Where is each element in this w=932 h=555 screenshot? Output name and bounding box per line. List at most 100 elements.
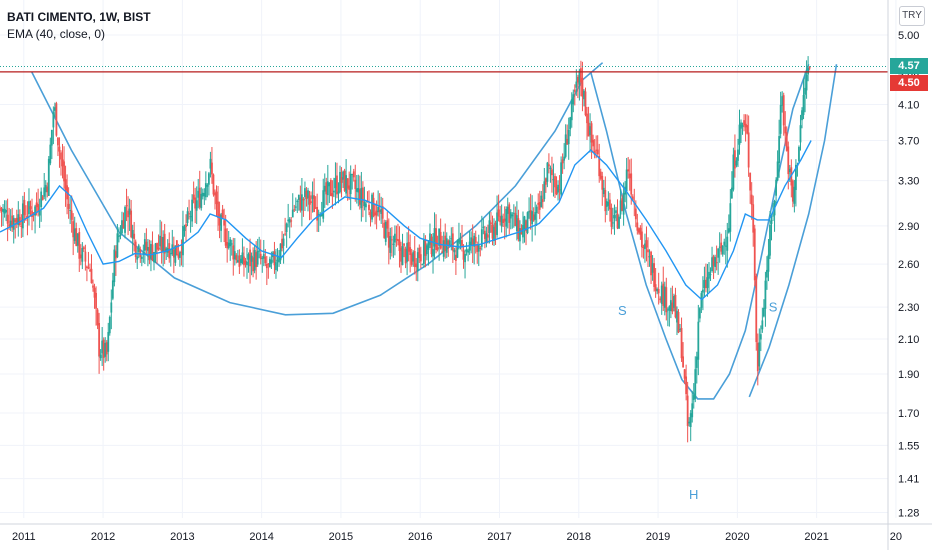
candle-body — [422, 239, 425, 265]
candle-body — [299, 197, 302, 211]
candle-body — [596, 149, 599, 155]
candle-body — [206, 184, 209, 187]
candle-body — [118, 235, 120, 237]
x-tick-label: 2015 — [329, 531, 353, 543]
candle-body — [390, 239, 393, 241]
candle-body — [401, 246, 404, 266]
candle-body — [566, 138, 569, 145]
candle-body — [60, 152, 62, 160]
candle-body — [221, 209, 224, 218]
candle-body — [660, 285, 663, 305]
candle-body — [142, 252, 145, 254]
candle-body — [644, 243, 646, 250]
candle-body — [96, 309, 99, 326]
candle-body — [267, 263, 270, 265]
candle-body — [750, 194, 753, 205]
candle-body — [584, 91, 587, 116]
candle-body — [514, 213, 517, 227]
candle-body — [151, 244, 154, 261]
candle-body — [656, 289, 659, 292]
candle-body — [180, 251, 183, 254]
candle-body — [136, 256, 139, 260]
candle-body — [779, 104, 782, 134]
candle-body — [512, 212, 515, 214]
candle-body — [708, 271, 710, 279]
candle-body — [697, 321, 700, 360]
candle-body — [465, 249, 468, 252]
pattern-label: H — [689, 487, 698, 502]
candle-body — [500, 215, 503, 227]
candle-body — [53, 107, 56, 111]
candle-body — [756, 342, 759, 372]
candle-body — [448, 240, 451, 246]
candle-body — [217, 201, 219, 219]
candle-body — [650, 251, 652, 276]
candle-body — [105, 342, 108, 355]
candle-body — [724, 245, 727, 247]
candle-body — [18, 217, 21, 225]
candle-body — [122, 220, 125, 229]
candle-body — [406, 242, 409, 262]
candle-body — [139, 249, 142, 258]
candle-body — [290, 220, 293, 222]
candle-body — [63, 161, 65, 182]
candle-body — [313, 195, 315, 212]
candle-body — [220, 214, 222, 231]
candle-body — [55, 103, 58, 136]
candle-body — [496, 212, 498, 236]
candle-body — [802, 94, 805, 115]
candle-body — [570, 99, 573, 121]
candle-body — [432, 249, 434, 257]
candle-body — [282, 238, 285, 246]
candle-body — [589, 126, 591, 135]
candle-body — [107, 331, 110, 352]
candle-body — [363, 202, 366, 207]
candle-body — [493, 226, 495, 242]
candle-body — [67, 203, 70, 209]
candle-body — [622, 192, 625, 215]
candle-body — [38, 210, 41, 216]
candle-body — [471, 238, 474, 246]
candle-body — [101, 340, 104, 354]
candle-body — [668, 306, 671, 311]
candle-body — [398, 239, 401, 252]
candle-body — [31, 210, 33, 218]
candle-body — [40, 191, 43, 207]
candle-body — [342, 171, 344, 180]
candle-body — [326, 181, 329, 196]
candle-body — [578, 70, 581, 85]
pattern-label: S — [618, 303, 627, 318]
candle-body — [666, 309, 669, 311]
candle-body — [558, 189, 561, 191]
y-tick-label: 2.30 — [898, 302, 919, 314]
candle-body — [11, 215, 14, 228]
candle-body — [645, 240, 648, 248]
candle-body — [473, 235, 476, 247]
candle-body — [557, 184, 559, 193]
candle-body — [755, 276, 758, 343]
candle-body — [156, 242, 158, 250]
currency-button[interactable]: TRY — [899, 6, 925, 26]
candle-body — [171, 244, 174, 255]
candle-body — [554, 176, 556, 188]
candle-body — [351, 174, 354, 176]
x-tick-label: 2018 — [567, 531, 591, 543]
candle-body — [93, 287, 96, 298]
level-price-tag: 4.50 — [890, 74, 928, 91]
candle-body — [775, 179, 777, 196]
x-tick-label: 2012 — [91, 531, 115, 543]
candle-body — [808, 66, 811, 69]
candle-body — [79, 254, 82, 259]
candle-body — [183, 226, 186, 231]
symbol-title: BATI CIMENTO, 1W, BIST — [7, 10, 151, 24]
candle-body — [34, 206, 36, 216]
candle-body — [224, 228, 227, 246]
candle-body — [700, 293, 703, 308]
candle-body — [241, 252, 244, 264]
candle-body — [172, 249, 175, 258]
y-tick-label: 3.30 — [898, 176, 919, 188]
candle-body — [581, 77, 584, 97]
candle-body — [497, 209, 500, 217]
